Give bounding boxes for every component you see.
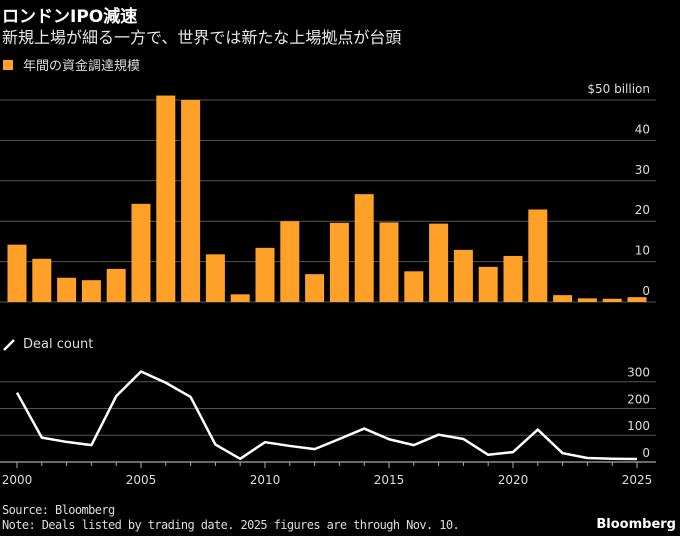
y-tick-label: 30: [635, 163, 650, 177]
bar-2013: [329, 222, 349, 302]
y-tick-label: 20: [635, 203, 650, 217]
bloomberg-logo: Bloomberg: [596, 517, 676, 532]
legend-funding: 年間の資金調達規模: [3, 55, 140, 74]
bar-2024: [602, 298, 622, 302]
bar-2022: [553, 295, 573, 302]
legend-label: 年間の資金調達規模: [23, 59, 141, 74]
bar-2023: [577, 298, 597, 302]
bar-2001: [32, 258, 52, 302]
bar-2000: [7, 244, 27, 302]
x-tick-label: 2000: [2, 473, 33, 487]
bar-2003: [81, 280, 101, 302]
y-tick-label: 0: [642, 284, 650, 298]
bar-2004: [106, 268, 126, 302]
y-tick-label: 10: [635, 244, 650, 258]
bar-2005: [131, 203, 151, 302]
bar-2009: [230, 294, 250, 302]
bar-2012: [305, 274, 325, 302]
bar-2015: [379, 222, 399, 302]
bar-2002: [57, 277, 77, 302]
bar-2019: [478, 266, 498, 302]
bar-2011: [280, 221, 300, 302]
y-tick-label: 100: [627, 419, 650, 433]
bar-2025: [627, 297, 647, 302]
bar-2016: [404, 271, 424, 302]
bar-2017: [429, 223, 449, 302]
bar-2014: [354, 194, 374, 302]
bar-2007: [181, 100, 201, 302]
source-note: Source: Bloomberg: [2, 503, 115, 517]
x-tick-label: 2020: [498, 473, 529, 487]
legend-deal-count: Deal count: [3, 337, 93, 352]
footnote: Note: Deals listed by trading date. 2025…: [2, 518, 460, 532]
y-tick-label: 300: [627, 366, 650, 380]
legend-swatch-orange: [3, 59, 13, 70]
y-tick-label: 0: [642, 446, 650, 460]
x-tick-label: 2015: [374, 473, 405, 487]
chart-subtitle: 新規上場が細る一方で、世界では新たな上場拠点が台頭: [2, 28, 402, 47]
legend-label: Deal count: [23, 337, 94, 352]
deal-count-line: [15, 370, 638, 461]
x-tick-label: 2025: [622, 473, 653, 487]
y-tick-label: 40: [635, 122, 650, 136]
bar-2008: [205, 254, 225, 302]
bar-2021: [528, 209, 548, 302]
y-tick-label: 200: [627, 392, 650, 406]
legend-line-icon: [3, 338, 15, 351]
y-tick-label: $50 billion: [587, 82, 650, 96]
x-tick-label: 2010: [250, 473, 281, 487]
x-tick-label: 2005: [126, 473, 157, 487]
bar-2010: [255, 247, 275, 302]
bar-2018: [453, 249, 473, 302]
bar-2006: [156, 95, 176, 302]
bar-2020: [503, 255, 523, 302]
chart-title: ロンドンIPO減速: [2, 7, 138, 27]
